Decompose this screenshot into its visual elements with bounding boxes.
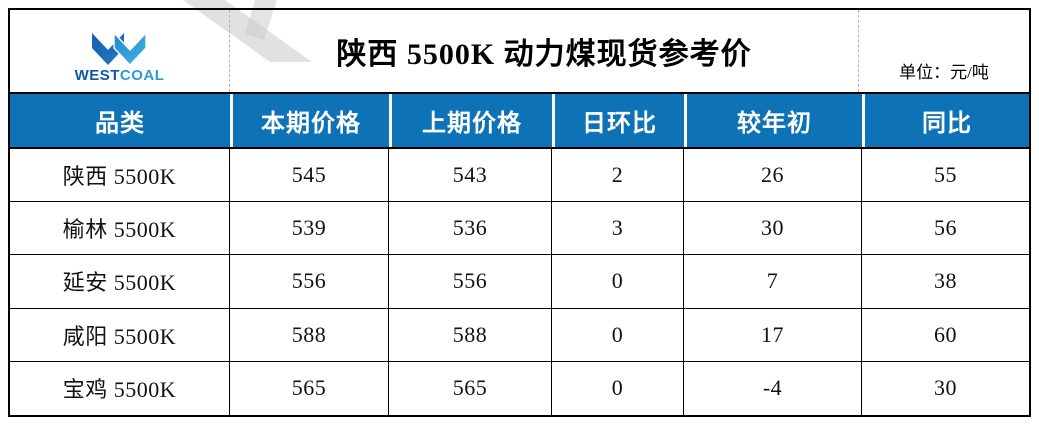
- table-row: 宝鸡 5500K 565 565 0 -4 30: [10, 361, 1029, 415]
- cell-day-change: 3: [552, 202, 684, 255]
- column-header-current-price: 本期价格: [230, 94, 389, 147]
- cell-current-price: 545: [230, 149, 389, 202]
- column-header-category: 品类: [95, 111, 145, 137]
- watermark-icon: [183, 0, 312, 62]
- cell-category: 咸阳 5500K: [10, 308, 230, 361]
- unit-label: 单位：元/吨: [858, 10, 1029, 92]
- column-header-day-change: 日环比: [552, 94, 684, 147]
- cell-day-change: 0: [552, 308, 684, 361]
- brand-west-text: WEST: [74, 66, 120, 84]
- cell-yoy-change: 38: [934, 268, 957, 294]
- cell-category: 榆林 5500K: [10, 202, 230, 255]
- cell-current-price: 539: [230, 202, 389, 255]
- cell-previous-price: 588: [389, 308, 552, 361]
- cell-ytd-change: 17: [684, 308, 862, 361]
- cell-yoy-change: 60: [934, 321, 957, 347]
- cell-yoy-change: 30: [934, 375, 957, 401]
- cell-category: 延安 5500K: [10, 255, 230, 308]
- cell-ytd-change: 26: [684, 149, 862, 202]
- cell-ytd-change: 30: [684, 202, 862, 255]
- title-band: WESTCOAL 陕西 5500K 动力煤现货参考价 单位：元/吨: [10, 10, 1029, 92]
- cell-previous-price: 543: [389, 149, 552, 202]
- cell-yoy-change: 56: [934, 215, 957, 241]
- cell-yoy-change: 55: [934, 162, 957, 188]
- cell-current-price: 565: [230, 361, 389, 415]
- cell-previous-price: 556: [389, 255, 552, 308]
- cell-current-price: 588: [230, 308, 389, 361]
- cell-category: 宝鸡 5500K: [10, 361, 230, 415]
- cell-day-change: 2: [552, 149, 684, 202]
- table-row: 咸阳 5500K 588 588 0 17 60: [10, 308, 1029, 362]
- cell-day-change: 0: [552, 255, 684, 308]
- cell-previous-price: 536: [389, 202, 552, 255]
- table-row: 陕西 5500K 545 543 2 26 55: [10, 149, 1029, 203]
- cell-ytd-change: -4: [684, 361, 862, 415]
- cell-category: 陕西 5500K: [10, 149, 230, 202]
- column-header-yoy-change: 同比: [862, 94, 1029, 147]
- column-header-ytd-change: 较年初: [684, 94, 862, 147]
- watermark-graphic: [170, 0, 330, 69]
- cell-previous-price: 565: [389, 361, 552, 415]
- table-row: 延安 5500K 556 556 0 7 38: [10, 255, 1029, 309]
- price-sheet: WESTCOAL 陕西 5500K 动力煤现货参考价 单位：元/吨 品类 本期价…: [8, 8, 1031, 417]
- column-header-previous-price: 上期价格: [389, 94, 552, 147]
- brand-wordmark: WESTCOAL: [75, 68, 165, 83]
- cell-ytd-change: 7: [684, 255, 862, 308]
- table-body: 陕西 5500K 545 543 2 26 55 榆林 5500K 539 53…: [10, 149, 1029, 415]
- page-title: 陕西 5500K 动力煤现货参考价: [336, 38, 752, 71]
- brand-logo: WESTCOAL: [10, 10, 230, 92]
- brand-coal-text: COAL: [119, 66, 165, 84]
- table-header-row: 品类 本期价格 上期价格 日环比 较年初 同比: [10, 92, 1029, 149]
- cell-day-change: 0: [552, 361, 684, 415]
- table-row: 榆林 5500K 539 536 3 30 56: [10, 202, 1029, 256]
- cell-current-price: 556: [230, 255, 389, 308]
- westcoal-w-icon: [91, 30, 147, 66]
